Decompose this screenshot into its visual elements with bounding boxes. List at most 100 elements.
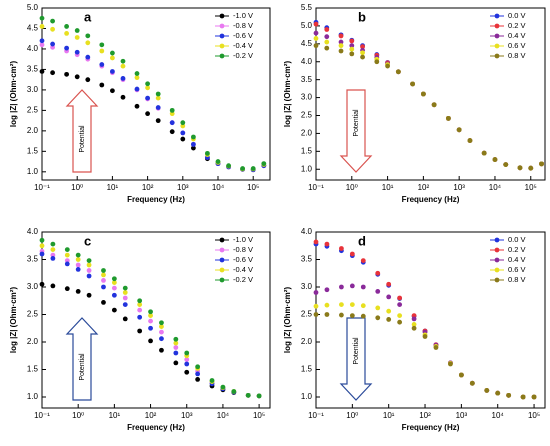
data-point — [339, 302, 344, 307]
data-point — [39, 69, 45, 74]
data-point — [349, 46, 355, 52]
y-tick-label: 3.5 — [27, 65, 39, 74]
data-point — [111, 307, 117, 313]
data-point — [99, 82, 105, 88]
x-tick-label: 10⁰ — [346, 183, 358, 192]
legend-marker — [494, 43, 500, 49]
data-point — [86, 273, 92, 279]
y-tick-label: 4.0 — [301, 57, 313, 66]
data-point — [410, 81, 416, 87]
data-point — [111, 276, 117, 282]
data-point — [64, 286, 70, 292]
data-point — [411, 322, 417, 327]
data-point — [74, 74, 80, 80]
data-point — [64, 71, 70, 77]
legend-marker — [494, 237, 500, 243]
y-tick-label: 4.5 — [27, 24, 39, 33]
data-point — [205, 150, 210, 156]
legend-label: -0.4 V — [233, 41, 253, 50]
y-tick-label: 1.0 — [27, 392, 39, 401]
data-point — [184, 350, 190, 356]
data-point — [231, 389, 237, 394]
data-point — [431, 102, 437, 108]
y-tick-label: 1.5 — [301, 146, 313, 155]
data-point — [145, 95, 151, 101]
data-point — [39, 15, 45, 21]
data-point — [313, 43, 319, 49]
x-tick-label: 10⁴ — [492, 411, 505, 420]
data-point — [50, 241, 56, 247]
data-point — [50, 252, 56, 258]
data-point — [256, 393, 262, 399]
y-tick-label: 3.0 — [301, 282, 313, 291]
legend-label: 0.2 V — [508, 21, 526, 30]
data-point — [386, 294, 392, 300]
y-tick-label: 3.0 — [27, 282, 39, 291]
data-point — [338, 48, 344, 54]
y-tick-label: 3.0 — [301, 93, 313, 102]
data-point — [250, 166, 256, 171]
y-tick-label: 1.5 — [301, 365, 313, 374]
x-tick-label: 10³ — [456, 411, 468, 420]
data-point — [39, 251, 45, 257]
data-point — [99, 48, 105, 54]
legend-label: 0.4 V — [508, 255, 526, 264]
data-point — [85, 33, 91, 39]
data-point — [111, 285, 117, 291]
data-point — [184, 361, 190, 367]
plot-frame — [41, 231, 271, 409]
legend-marker — [219, 267, 225, 273]
x-tick-label: 10⁴ — [212, 183, 225, 192]
panel-label: c — [84, 233, 91, 248]
y-tick-label: 5.0 — [27, 3, 39, 12]
data-point — [145, 85, 151, 91]
data-point — [395, 69, 401, 75]
data-point — [349, 283, 355, 289]
legend-marker — [219, 33, 225, 39]
data-point — [190, 141, 196, 147]
legend-marker — [219, 257, 225, 263]
data-point — [101, 278, 106, 283]
data-point — [134, 103, 140, 109]
data-point — [85, 77, 91, 83]
legend-marker — [494, 257, 500, 263]
data-point — [86, 268, 92, 273]
data-point — [99, 42, 105, 48]
legend-label: 0.8 V — [508, 51, 526, 60]
data-point — [122, 295, 128, 301]
data-point — [122, 285, 128, 291]
data-point — [111, 292, 117, 298]
y-tick-label: 2.5 — [27, 310, 39, 319]
data-point — [448, 361, 453, 367]
data-point — [420, 91, 426, 97]
data-point — [339, 312, 344, 318]
data-point — [349, 51, 355, 57]
data-point — [324, 302, 330, 308]
data-point — [375, 289, 381, 294]
data-point — [180, 130, 186, 136]
annotation-arrow — [339, 317, 373, 401]
data-point — [39, 24, 45, 29]
y-tick-label: 2.5 — [27, 105, 39, 114]
x-tick-label: 10¹ — [383, 411, 395, 420]
y-tick-label: 4.5 — [301, 39, 313, 48]
data-point — [411, 313, 417, 318]
data-point — [517, 165, 523, 171]
data-point — [148, 325, 153, 331]
data-point — [339, 246, 344, 251]
data-point — [86, 258, 92, 263]
data-point — [148, 309, 153, 315]
plot-frame — [315, 7, 546, 181]
data-point — [137, 314, 143, 320]
legend-marker — [219, 237, 225, 243]
data-point — [349, 302, 355, 307]
legend-marker — [219, 247, 225, 253]
data-point — [137, 328, 143, 334]
data-point — [86, 292, 92, 298]
legend-marker — [494, 247, 500, 253]
data-point — [195, 371, 201, 377]
data-point — [75, 267, 81, 272]
y-axis-label: log |Z| (Ohm·cm²) — [9, 61, 18, 128]
annotation-text: Potential — [353, 109, 360, 137]
x-tick-label: 10³ — [177, 183, 189, 192]
